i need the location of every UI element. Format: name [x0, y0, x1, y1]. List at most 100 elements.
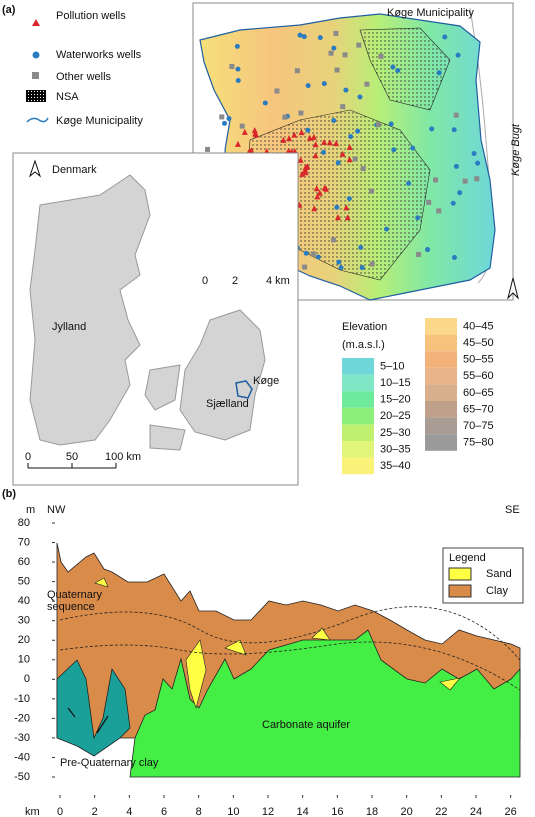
waterworks-well [331, 118, 337, 124]
pollution-well [241, 128, 248, 135]
waterworks-well [331, 45, 337, 51]
other-well [330, 237, 336, 243]
waterworks-well [410, 145, 416, 151]
label: 40–45 [463, 320, 494, 332]
waterworks-well [415, 215, 421, 221]
label: 80 [18, 517, 30, 529]
pollution-well [314, 193, 321, 200]
other-well [340, 104, 346, 110]
label: 55–60 [463, 370, 494, 382]
waterworks-well [471, 150, 477, 156]
elevation-swatch [342, 358, 374, 375]
label: Sjælland [206, 398, 249, 410]
label: 50–55 [463, 354, 494, 366]
other-well [274, 88, 280, 94]
waterworks-well [338, 265, 344, 271]
label: 10 [18, 654, 30, 666]
label: 20–25 [380, 410, 411, 422]
pollution-well [310, 133, 317, 140]
waterworks-well [451, 127, 457, 133]
label: 65–70 [463, 403, 494, 415]
legend-symbol [32, 72, 39, 79]
waterworks-well [436, 70, 442, 76]
label: 75–80 [463, 437, 494, 449]
label: 4 [126, 806, 132, 817]
label: 70–75 [463, 420, 494, 432]
other-well [298, 110, 304, 116]
label: 15–20 [380, 394, 411, 406]
label: 14 [297, 806, 309, 817]
waterworks-well [475, 160, 481, 166]
label: -20 [14, 712, 30, 724]
legend-symbol [32, 19, 40, 26]
pollution-well [326, 139, 333, 146]
label: 10–15 [380, 377, 411, 389]
elevation-swatch [425, 384, 457, 401]
legend-symbol [26, 117, 49, 123]
waterworks-well [425, 247, 431, 253]
pollution-well [312, 152, 319, 159]
other-well [239, 123, 245, 129]
pollution-well [346, 156, 353, 163]
waterworks-well [359, 265, 365, 271]
panel-label: (a) [2, 4, 16, 16]
elevation-swatch [425, 401, 457, 418]
label: -10 [14, 693, 30, 705]
label: 5–10 [380, 360, 404, 372]
label: 30 [18, 615, 30, 627]
pollution-well [252, 130, 259, 137]
nsa-area [359, 27, 451, 111]
label: 45–50 [463, 337, 494, 349]
label: 16 [331, 806, 343, 817]
label: 35–40 [380, 460, 411, 472]
landmass [29, 174, 151, 446]
label: Clay [486, 585, 509, 597]
label: -50 [14, 771, 30, 783]
label: Køge Municipality [56, 115, 143, 127]
waterworks-well [336, 259, 342, 265]
waterworks-well [429, 126, 435, 132]
waterworks-well [406, 180, 412, 186]
other-well [436, 208, 442, 214]
label: 20 [18, 634, 30, 646]
other-well [342, 52, 348, 58]
label: 0 [57, 806, 63, 817]
label: (m.a.s.l.) [342, 339, 385, 351]
label: 0 [25, 451, 31, 463]
pollution-well [316, 189, 323, 196]
waterworks-well [305, 83, 311, 89]
other-well [369, 188, 375, 194]
waterworks-well [383, 226, 389, 232]
pollution-well [306, 134, 313, 141]
label: Elevation [342, 321, 387, 333]
sand-lens [94, 577, 461, 710]
annotation: Quaternary sequence [47, 589, 103, 613]
other-well [375, 122, 381, 128]
label: NW [47, 504, 66, 516]
elevation-swatch [342, 457, 374, 475]
landmass [149, 424, 186, 451]
label: 26 [505, 806, 517, 817]
label: 100 km [105, 451, 141, 463]
waterworks-well [305, 127, 311, 133]
legend-symbol [26, 90, 46, 102]
label: 70 [18, 536, 30, 548]
other-well [426, 199, 432, 205]
pollution-well [335, 214, 342, 221]
pollution-well [234, 140, 241, 147]
landmass [144, 364, 181, 411]
elevation-swatch [425, 318, 457, 335]
waterworks-well [355, 128, 361, 134]
label: 8 [196, 806, 202, 817]
elevation-swatch [342, 391, 374, 408]
elevation-swatch [425, 334, 457, 352]
waterworks-well [453, 163, 459, 169]
legend-swatch [448, 567, 472, 581]
waterworks-well [395, 67, 401, 73]
label: 2 [232, 275, 238, 287]
label: 10 [227, 806, 239, 817]
other-well [334, 67, 340, 73]
carbonate-aquifer [129, 629, 521, 778]
elevation-swatch [342, 441, 374, 458]
